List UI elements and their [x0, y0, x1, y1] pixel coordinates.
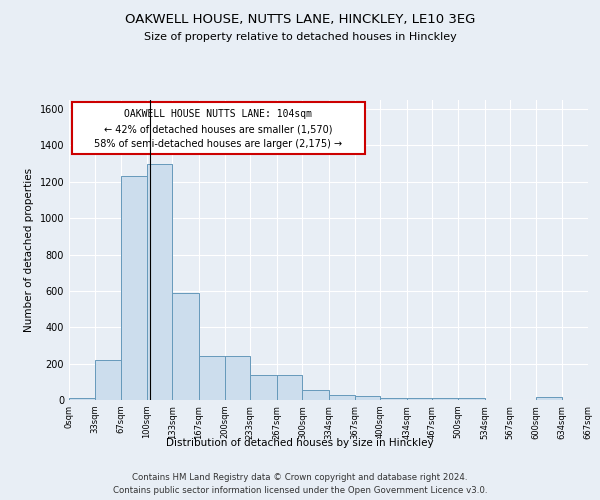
FancyBboxPatch shape — [71, 102, 365, 154]
Bar — [536, 398, 562, 400]
Bar — [458, 398, 485, 400]
Y-axis label: Number of detached properties: Number of detached properties — [24, 168, 34, 332]
Text: Distribution of detached houses by size in Hinckley: Distribution of detached houses by size … — [166, 438, 434, 448]
Bar — [250, 374, 277, 400]
Text: OAKWELL HOUSE, NUTTS LANE, HINCKLEY, LE10 3EG: OAKWELL HOUSE, NUTTS LANE, HINCKLEY, LE1… — [125, 12, 475, 26]
Bar — [121, 176, 147, 400]
Bar — [380, 398, 407, 400]
Bar — [199, 356, 224, 400]
Bar — [277, 374, 302, 400]
Text: OAKWELL HOUSE NUTTS LANE: 104sqm: OAKWELL HOUSE NUTTS LANE: 104sqm — [124, 109, 312, 119]
Text: ← 42% of detached houses are smaller (1,570): ← 42% of detached houses are smaller (1,… — [104, 124, 332, 134]
Bar — [172, 292, 199, 400]
Bar — [433, 398, 458, 400]
Bar — [224, 356, 250, 400]
Bar — [147, 164, 172, 400]
Bar — [302, 390, 329, 400]
Bar — [95, 360, 121, 400]
Bar — [355, 396, 380, 400]
Bar — [69, 398, 95, 400]
Text: Contains HM Land Registry data © Crown copyright and database right 2024.: Contains HM Land Registry data © Crown c… — [132, 472, 468, 482]
Text: Contains public sector information licensed under the Open Government Licence v3: Contains public sector information licen… — [113, 486, 487, 495]
Bar — [329, 396, 355, 400]
Bar — [407, 398, 433, 400]
Text: Size of property relative to detached houses in Hinckley: Size of property relative to detached ho… — [143, 32, 457, 42]
Text: 58% of semi-detached houses are larger (2,175) →: 58% of semi-detached houses are larger (… — [94, 139, 342, 149]
